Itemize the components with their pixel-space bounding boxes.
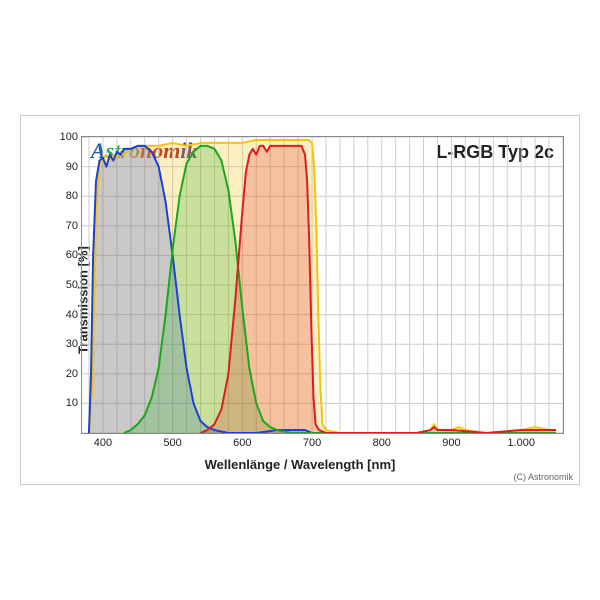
plot-area: 1020304050607080901004005006007008009001… [81, 136, 564, 434]
x-tick-label: 1.000 [507, 437, 535, 449]
y-tick-label: 100 [50, 131, 78, 143]
x-tick-label: 800 [373, 437, 391, 449]
x-tick-label: 900 [442, 437, 460, 449]
y-tick-label: 60 [50, 249, 78, 261]
y-tick-label: 90 [50, 161, 78, 173]
y-tick-label: 10 [50, 397, 78, 409]
copyright-text: (C) Astronomik [513, 472, 573, 482]
y-tick-label: 40 [50, 309, 78, 321]
x-tick-label: 700 [303, 437, 321, 449]
x-tick-label: 600 [233, 437, 251, 449]
y-tick-label: 80 [50, 190, 78, 202]
y-tick-label: 50 [50, 279, 78, 291]
y-tick-label: 30 [50, 338, 78, 350]
transmission-chart: Astronomik L-RGB Typ 2c Transmission [%]… [20, 115, 580, 485]
x-axis-label: Wellenlänge / Wavelength [nm] [205, 457, 396, 472]
y-tick-label: 70 [50, 220, 78, 232]
y-tick-label: 20 [50, 368, 78, 380]
x-tick-label: 500 [163, 437, 181, 449]
chart-svg [82, 137, 563, 433]
x-tick-label: 400 [94, 437, 112, 449]
